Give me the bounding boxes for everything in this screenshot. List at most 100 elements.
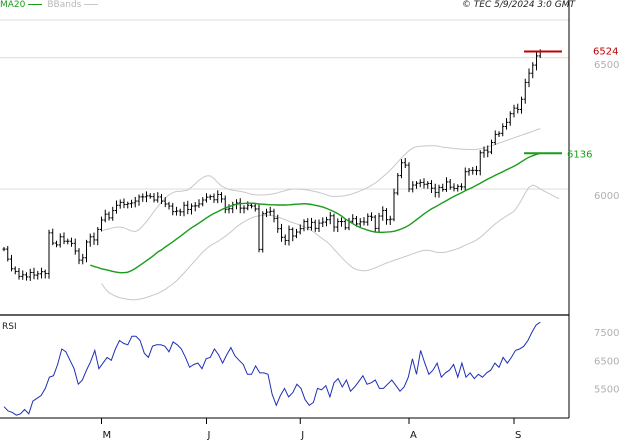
ohlc-bar xyxy=(508,111,512,126)
ohlc-bar xyxy=(249,203,254,209)
ohlc-bar xyxy=(182,201,186,217)
ohlc-bar xyxy=(343,219,347,230)
ohlc-bar xyxy=(441,183,445,192)
ohlc-bar xyxy=(411,181,415,193)
ohlc-bar xyxy=(204,193,209,203)
ohlc-bar xyxy=(459,183,464,191)
ohlc-bar xyxy=(279,223,284,242)
ma20-layer xyxy=(90,152,541,274)
ohlc-bar xyxy=(167,201,171,210)
ohlc-bar xyxy=(39,267,44,279)
ohlc-bar xyxy=(429,180,434,193)
ohlc-bar xyxy=(489,139,494,155)
ohlc-bar xyxy=(238,198,242,214)
chart-credit: © TEC 5/9/2024 3:0 GMT xyxy=(461,0,575,10)
ohlc-bar xyxy=(456,184,460,192)
ohlc-bar xyxy=(144,191,149,203)
ohlc-bar xyxy=(32,267,36,280)
ohlc-bar xyxy=(152,192,156,203)
ma20-line xyxy=(90,152,541,274)
ohlc-bar xyxy=(437,184,441,198)
ohlc-bar xyxy=(159,193,164,204)
ohlc-bar xyxy=(392,188,396,222)
ohlc-bar xyxy=(114,200,119,214)
ohlc-bar xyxy=(69,237,74,247)
ohlc-bar xyxy=(332,213,336,232)
ohlc-bar xyxy=(504,118,509,130)
ohlc-bar xyxy=(227,204,231,214)
legend-ma20-swatch xyxy=(28,4,43,5)
ohlc-bar xyxy=(174,206,179,216)
ohlc-bar xyxy=(257,204,261,253)
price-y-tick: 6500 xyxy=(594,60,619,71)
ohlc-bar xyxy=(178,208,182,217)
ohlc-bar xyxy=(171,202,175,216)
x-tick-label: A xyxy=(410,430,417,440)
ohlc-bar xyxy=(133,196,137,208)
ohlc-bar xyxy=(467,168,471,176)
ohlc-bar xyxy=(189,203,194,215)
ohlc-bar xyxy=(193,202,197,212)
ohlc-bar xyxy=(73,238,77,255)
ohlc-bar xyxy=(47,229,51,279)
ohlc-bar xyxy=(527,68,531,88)
ohlc-bar xyxy=(118,199,122,209)
ohlc-bar xyxy=(294,228,299,239)
ohlc-bar xyxy=(388,215,392,225)
ohlc-bar xyxy=(377,212,381,233)
ohlc-bar xyxy=(51,228,55,246)
ohlc-bar xyxy=(426,181,430,189)
ohlc-bar xyxy=(463,167,467,191)
ohlc-bar xyxy=(381,206,385,221)
ohlc-bar xyxy=(156,192,160,203)
ohlc-bar xyxy=(493,130,497,145)
ohlc-bar xyxy=(62,232,66,245)
ohlc-bar xyxy=(418,179,422,188)
ohlc-bar xyxy=(306,218,310,231)
ohlc-bar xyxy=(264,208,269,218)
ohlc-bar xyxy=(336,218,340,233)
ohlc-bar xyxy=(512,104,516,118)
ohlc-bar xyxy=(351,214,355,224)
ohlc-bar xyxy=(21,270,25,280)
ohlc-bar xyxy=(448,179,452,190)
ohlc-bar xyxy=(321,217,325,228)
ohlc-bar xyxy=(66,238,70,245)
rsi-layer xyxy=(3,321,541,416)
price-markers-layer: 6524 6136 xyxy=(524,46,618,160)
rsi-y-tick: 7500 xyxy=(594,328,619,339)
ohlc-bar xyxy=(216,190,220,204)
ohlc-bar xyxy=(24,272,29,281)
ohlc-bar xyxy=(186,200,190,215)
ohlc-bar xyxy=(6,245,10,262)
ohlc-bar xyxy=(92,232,96,245)
ohlc-bar xyxy=(471,166,475,175)
x-tick-label: M xyxy=(103,430,112,440)
rsi-y-tick: 5500 xyxy=(594,384,619,395)
bbands-lower-line xyxy=(101,184,560,301)
ohlc-bar xyxy=(223,195,227,214)
last-price-label: 6524 xyxy=(593,46,618,57)
ohlc-bar xyxy=(534,51,539,71)
ohlc-bar xyxy=(99,216,104,232)
ohlc-bar xyxy=(84,239,89,263)
ohlc-bar xyxy=(339,217,344,227)
ohlc-bar xyxy=(531,62,535,79)
ohlc-bar xyxy=(501,123,505,137)
ohlc-bar xyxy=(9,254,14,272)
ohlc-bar xyxy=(362,217,366,226)
ohlc-bar xyxy=(313,219,317,232)
ohlc-bar xyxy=(399,159,404,179)
ohlc-bar xyxy=(366,213,370,226)
ohlc-bar xyxy=(13,266,17,275)
legend-bbands-label: BBands xyxy=(47,0,82,10)
ohlc-bar xyxy=(58,233,62,248)
ohlc-bar xyxy=(272,208,276,223)
ohlc-bar xyxy=(122,198,126,209)
ohlc-bar xyxy=(129,199,134,208)
ohlc-bar xyxy=(302,219,306,232)
ohlc-bar xyxy=(88,233,92,247)
x-tick-label: J xyxy=(207,430,211,440)
ohlc-bar xyxy=(36,270,40,280)
